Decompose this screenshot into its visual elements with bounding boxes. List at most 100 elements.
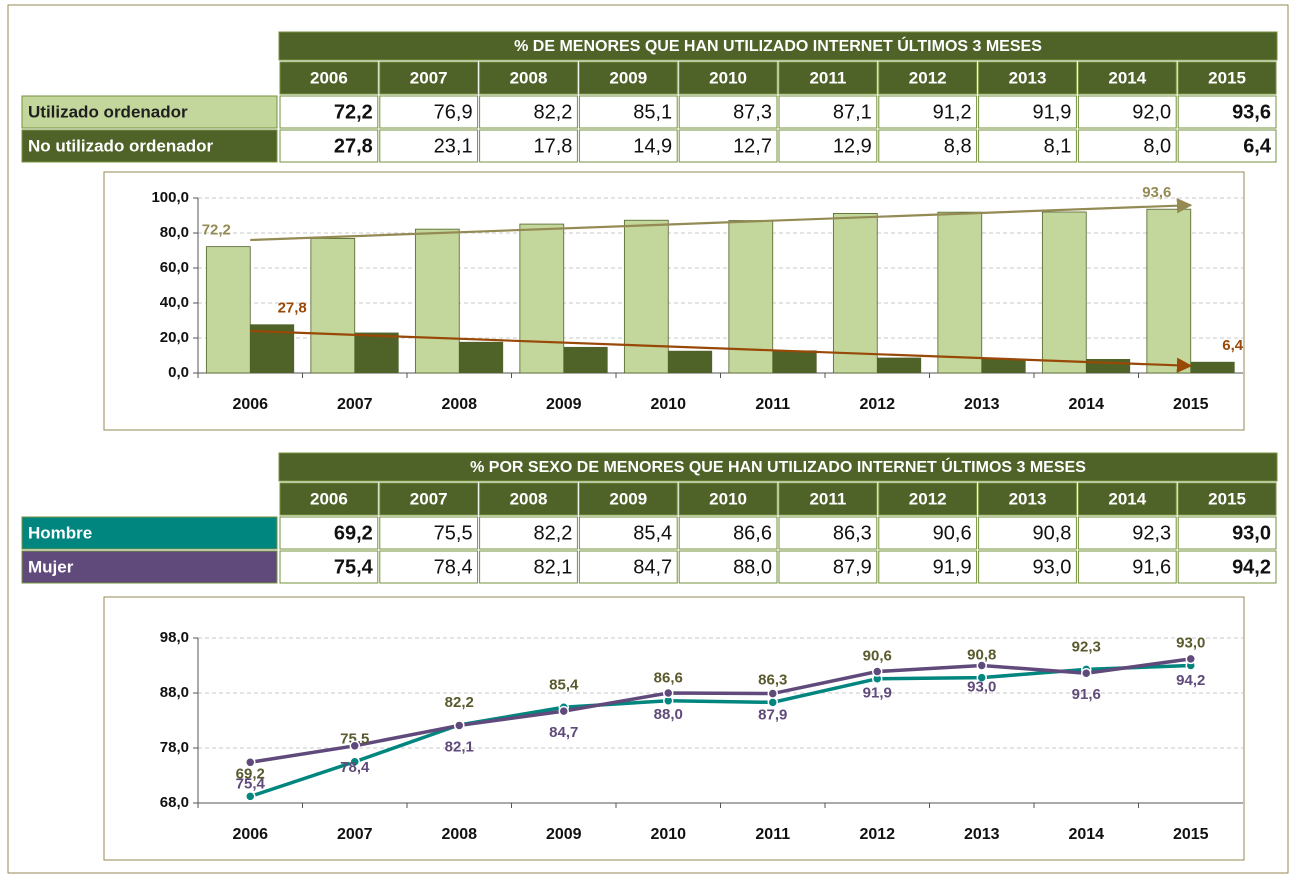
column-header: 2015	[1208, 489, 1246, 508]
table-cell	[878, 95, 978, 129]
y-tick-label: 60,0	[160, 259, 189, 276]
column-header-cell	[279, 61, 379, 95]
point	[245, 757, 256, 768]
table-title-cell	[278, 31, 1278, 61]
column-header: 2006	[310, 489, 348, 508]
column-header-cell	[479, 482, 578, 516]
bar	[668, 350, 713, 373]
table-cell	[1177, 550, 1277, 584]
table-cell-value: 91,9	[1032, 101, 1071, 123]
bar	[623, 219, 669, 374]
bar	[981, 358, 1026, 373]
table-cell-value: 6,4	[1243, 135, 1272, 157]
trend-line	[250, 197, 1193, 242]
table-cell	[479, 95, 578, 129]
y-tick-label: 100,0	[151, 189, 189, 206]
point	[1081, 667, 1092, 679]
point	[558, 705, 569, 717]
column-header: 2013	[1009, 68, 1047, 87]
table-cell	[279, 129, 379, 163]
table-cell-value: 85,1	[633, 101, 672, 123]
x-tick-label: 2014	[1068, 396, 1104, 413]
table-cell	[678, 129, 778, 163]
x-tick-label: 2013	[964, 396, 1000, 413]
table-cell-value: 90,6	[933, 522, 972, 544]
table-cell-value: 86,3	[833, 522, 872, 544]
row-label-cell	[21, 550, 278, 584]
table-cell-value: 82,2	[533, 522, 572, 544]
row-label: Utilizado ordenador	[28, 102, 188, 121]
table-cell-value: 82,2	[533, 101, 572, 123]
column-header-cell	[578, 61, 678, 95]
table-cell-value: 72,2	[334, 101, 373, 123]
data-label: 84,7	[549, 724, 578, 741]
y-tick-label: 80,0	[160, 224, 189, 241]
bar	[772, 350, 817, 373]
data-label: 69,2	[236, 765, 265, 782]
x-tick-label: 2008	[441, 826, 477, 843]
table-title-cell	[278, 452, 1278, 482]
table-cell	[1177, 516, 1277, 550]
column-header: 2012	[909, 68, 947, 87]
bar	[937, 211, 983, 374]
table-cell-value: 93,0	[1232, 522, 1271, 544]
point	[663, 687, 674, 699]
data-label: 94,2	[1176, 672, 1205, 689]
bar	[563, 346, 608, 373]
column-header-cell	[878, 61, 978, 95]
table-cell-value: 87,1	[833, 101, 872, 123]
data-label: 91,6	[1072, 686, 1101, 703]
column-header-cell	[1077, 61, 1177, 95]
data-label: 78,4	[340, 759, 370, 776]
x-tick-label: 2008	[441, 396, 477, 413]
table-cell	[878, 516, 978, 550]
data-label: 91,9	[863, 685, 892, 702]
column-header: 2007	[410, 68, 448, 87]
table-cell-value: 27,8	[334, 135, 373, 157]
point	[976, 672, 987, 683]
column-header-cell	[978, 61, 1077, 95]
data-label: 82,2	[445, 694, 474, 711]
data-label: 90,6	[863, 648, 892, 665]
x-tick-label: 2010	[650, 826, 686, 843]
column-header-cell	[379, 61, 479, 95]
table-cell	[379, 550, 479, 584]
column-header: 2014	[1108, 68, 1146, 87]
series-line	[249, 663, 1191, 799]
column-header: 2011	[809, 489, 846, 508]
column-header-cell	[778, 61, 878, 95]
table-cell-value: 78,4	[434, 556, 473, 578]
x-tick-label: 2009	[546, 826, 582, 843]
y-tick-label: 40,0	[160, 294, 189, 311]
data-label: 82,1	[445, 738, 474, 755]
column-header-cell	[1077, 482, 1177, 516]
table-cell	[1077, 95, 1177, 129]
x-tick-label: 2015	[1173, 396, 1209, 413]
y-tick-label: 0,0	[168, 364, 189, 381]
data-label: 27,8	[278, 299, 307, 316]
column-header-cell	[978, 482, 1077, 516]
table-cell	[578, 550, 678, 584]
data-label: 75,4	[236, 775, 266, 792]
column-header: 2009	[609, 68, 647, 87]
table-cell	[578, 129, 678, 163]
point	[349, 756, 360, 767]
point	[349, 740, 360, 752]
table-cell-value: 8,1	[1044, 135, 1072, 157]
data-label: 85,4	[549, 676, 579, 693]
trend-line	[250, 329, 1193, 374]
data-label: 72,2	[202, 222, 231, 239]
table-cell-value: 84,7	[633, 556, 672, 578]
column-header-cell	[878, 482, 978, 516]
bar	[310, 238, 356, 374]
data-label: 88,0	[654, 706, 683, 723]
table-cell	[778, 129, 878, 163]
table-cell-value: 69,2	[334, 522, 373, 544]
bar	[877, 357, 922, 373]
chart-frame	[103, 596, 1245, 861]
y-tick-label: 98,0	[160, 629, 189, 646]
x-tick-label: 2012	[859, 396, 895, 413]
column-header: 2012	[909, 489, 947, 508]
bar	[519, 223, 565, 374]
table-cell-value: 75,4	[334, 556, 374, 578]
